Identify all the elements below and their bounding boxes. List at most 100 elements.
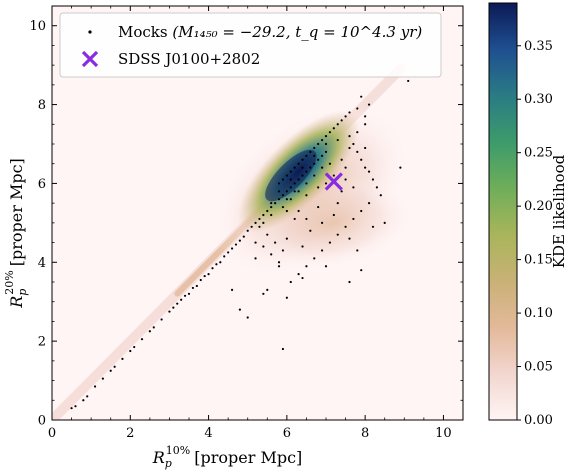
mock-point (348, 135, 351, 138)
mock-point (285, 209, 288, 213)
mock-point (246, 316, 249, 319)
mock-point (277, 265, 281, 268)
mock-point (262, 292, 265, 295)
mock-point (313, 154, 316, 157)
mock-point (352, 142, 355, 146)
x-axis-subscript: p (165, 457, 172, 470)
mock-point (305, 154, 308, 157)
mock-point (297, 178, 300, 181)
mock-point (328, 162, 332, 165)
mock-point (285, 198, 288, 201)
mock-point (348, 111, 351, 114)
mock-point (309, 150, 312, 153)
mock-point (324, 142, 328, 146)
mock-point (317, 186, 320, 189)
mock-point (281, 178, 285, 181)
mock-point (356, 249, 359, 252)
mock-point (313, 257, 316, 260)
mock-point (367, 170, 371, 173)
mock-point (223, 255, 226, 258)
mock-point (367, 103, 371, 106)
mock-point (297, 273, 300, 276)
colorbar-gradient (488, 2, 518, 421)
mock-point (340, 158, 343, 161)
mock-point (352, 217, 355, 221)
mock-point (234, 243, 238, 246)
mock-point (320, 166, 324, 169)
mock-point (379, 194, 382, 197)
mock-point (332, 174, 335, 177)
y-tick-label: 0 (38, 414, 46, 429)
x-axis-ticks: 0 2 4 6 8 10 (48, 6, 452, 441)
mock-point (93, 385, 97, 388)
mock-point (364, 166, 367, 169)
mock-point (70, 407, 73, 410)
mock-point (289, 170, 292, 173)
y-axis-subscript: p (16, 289, 29, 296)
mock-point (289, 198, 292, 201)
mock-point (297, 190, 300, 193)
mock-point (301, 174, 304, 177)
mock-point (211, 267, 214, 270)
mock-point (332, 213, 335, 217)
mock-point (356, 150, 359, 153)
mock-point (293, 182, 296, 185)
mock-point (160, 318, 163, 321)
mock-point (270, 202, 273, 205)
mock-point (336, 123, 339, 126)
mock-point (336, 202, 339, 205)
mock-point (305, 217, 308, 221)
mock-point (274, 241, 277, 244)
mock-point (340, 119, 343, 122)
mock-point (305, 170, 308, 173)
mock-point (262, 221, 265, 224)
y-tick-label: 8 (38, 98, 46, 113)
mock-point (340, 190, 343, 193)
mock-point (266, 233, 269, 236)
mock-point (320, 221, 324, 224)
mock-point (348, 280, 351, 284)
mock-point (270, 213, 273, 217)
colorbar-tick-label: 0.35 (524, 39, 553, 54)
x-axis-label: Rp10% [proper Mpc] (152, 444, 303, 470)
mock-point (399, 166, 402, 169)
mock-point (207, 273, 210, 276)
mock-point (320, 138, 324, 142)
mock-point (133, 345, 136, 349)
mock-point (356, 131, 359, 134)
mock-point (281, 194, 285, 197)
colorbar-tick-label: 0.30 (524, 92, 553, 107)
mock-point (148, 330, 151, 333)
mock-point (364, 115, 367, 118)
y-axis-unit: [proper Mpc] (7, 158, 26, 266)
mock-point (195, 284, 198, 288)
x-tick-label: 0 (48, 426, 56, 441)
mock-point (293, 190, 296, 193)
mock-point (230, 288, 234, 291)
mock-point (281, 249, 285, 252)
mock-point (332, 127, 335, 130)
mock-point (317, 158, 320, 161)
mock-point (289, 178, 292, 181)
mock-point (301, 245, 304, 248)
mock-point (183, 294, 187, 297)
mock-point (293, 217, 296, 221)
y-axis-ticks: 0 2 4 6 8 10 (29, 19, 463, 429)
mock-point (191, 286, 195, 290)
mock-point (199, 278, 202, 282)
mock-point (371, 225, 375, 228)
mock-point (364, 146, 367, 150)
mock-point (254, 221, 257, 224)
mock-point (285, 174, 288, 177)
mock-point (258, 225, 261, 228)
mock-point (360, 209, 363, 213)
mock-point (254, 241, 257, 244)
y-tick-label: 10 (29, 19, 46, 34)
mock-point (270, 253, 273, 256)
legend-x-icon (81, 50, 99, 68)
mock-point (328, 131, 332, 134)
mock-point (407, 79, 410, 83)
mock-point (320, 154, 324, 157)
mock-point (254, 257, 257, 260)
mock-point (301, 276, 304, 280)
